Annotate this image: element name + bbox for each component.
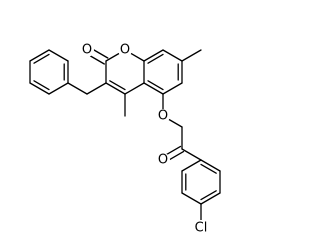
- bond: [200, 192, 221, 205]
- bond: [200, 190, 217, 201]
- atom-label: O: [158, 109, 168, 124]
- molecule: O O O O Cl: [29, 43, 221, 236]
- bond: [48, 49, 69, 62]
- bond: [143, 82, 164, 95]
- structure-diagram: O O O O Cl: [29, 43, 221, 236]
- bond: [109, 80, 126, 91]
- label-background: [156, 153, 170, 167]
- bond: [29, 49, 50, 62]
- bond: [86, 82, 107, 95]
- bond: [181, 159, 202, 172]
- bond: [147, 53, 164, 64]
- bond: [200, 163, 217, 174]
- bond: [162, 49, 183, 62]
- label-background: [191, 220, 211, 234]
- atom-label: Cl: [195, 221, 208, 236]
- bond: [33, 53, 50, 64]
- page: O O O O Cl (() => { const data = JSON.pa…: [29, 42, 221, 236]
- bond: [124, 82, 145, 95]
- bond: [105, 82, 126, 95]
- bond: [181, 49, 202, 62]
- atom-labels: O O O O Cl: [82, 43, 207, 236]
- atom-label: O: [82, 43, 92, 58]
- atom-label: O: [158, 153, 168, 168]
- label-background: [118, 43, 132, 57]
- bond: [33, 80, 50, 91]
- bond: [67, 82, 88, 95]
- bond: [200, 159, 221, 172]
- bonds: [29, 46, 221, 225]
- label-background: [156, 109, 170, 123]
- label-backgrounds: [80, 43, 211, 234]
- bond: [48, 82, 69, 95]
- bond: [162, 82, 183, 95]
- atom-label: O: [120, 43, 130, 58]
- bond: [143, 49, 164, 62]
- bond: [181, 192, 202, 205]
- bond: [181, 148, 202, 161]
- label-background: [80, 43, 94, 57]
- bond: [147, 80, 164, 91]
- bond: [29, 82, 50, 95]
